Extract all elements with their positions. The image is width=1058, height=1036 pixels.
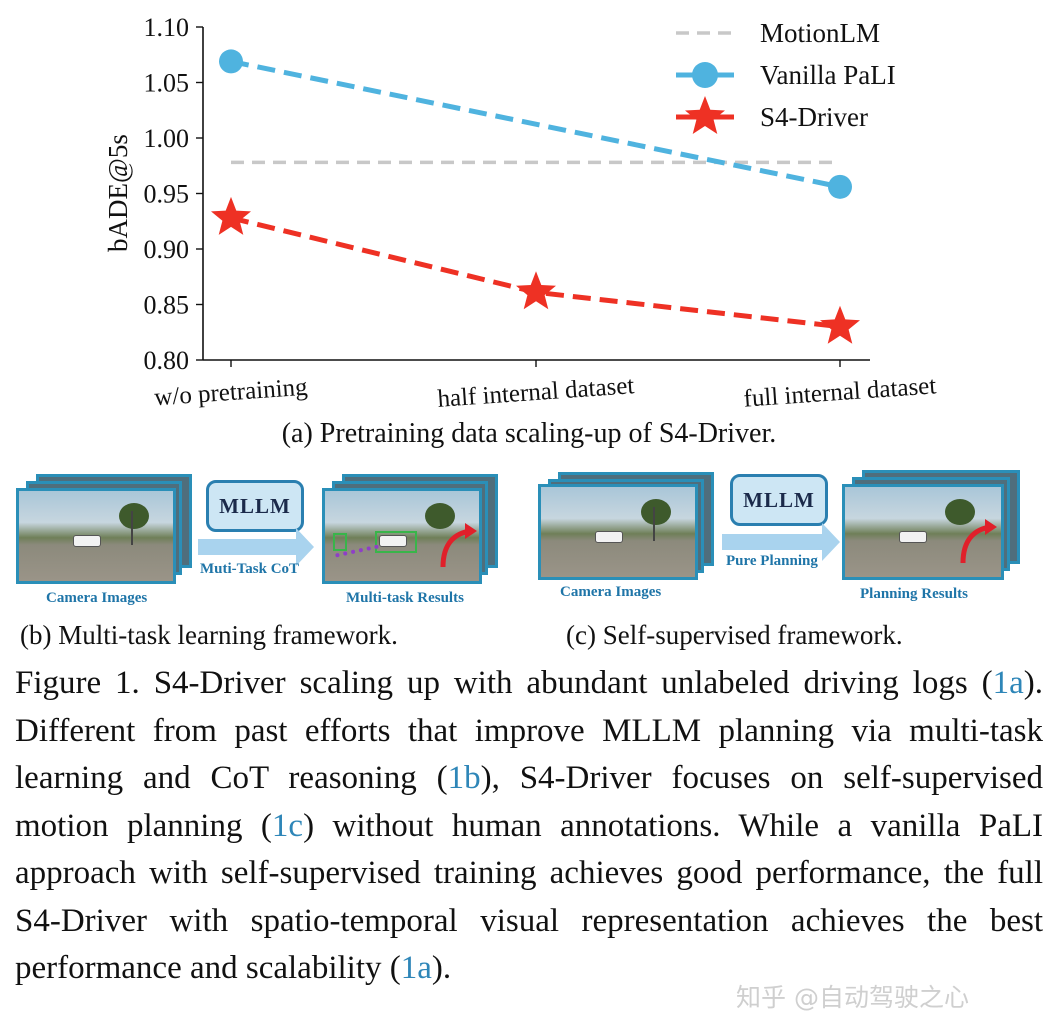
series-line: [230, 58, 841, 190]
figure-reference-link[interactable]: 1b: [447, 760, 481, 796]
detection-box: [375, 531, 417, 553]
scene-pole: [131, 511, 133, 545]
red-curved-arrow: [440, 523, 477, 568]
detection-box: [333, 533, 347, 551]
result-image: [322, 488, 482, 584]
scene-tree: [119, 503, 149, 529]
figure-reference-link[interactable]: 1a: [992, 665, 1024, 701]
data-point-star: [820, 305, 860, 344]
arrow: [722, 523, 840, 561]
panel-b-diagram: MLLM Muti-Task CoT Camera Images Multi-t…: [0, 466, 520, 616]
legend-label: Vanilla PaLI: [760, 60, 896, 90]
scene-pole: [653, 507, 655, 541]
caption-c: (c) Self-supervised framework.: [566, 620, 903, 650]
y-tick-label: 0.90: [144, 235, 190, 264]
y-tick-label: 0.85: [144, 291, 190, 320]
x-tick-label: full internal dataset: [743, 372, 937, 412]
legend-label: S4-Driver: [760, 102, 868, 132]
result-image: [842, 484, 1004, 580]
series-s4-driver: [211, 196, 860, 344]
figure-caption: Figure 1. S4-Driver scaling up with abun…: [15, 660, 1043, 993]
legend-swatch-star: [685, 96, 725, 134]
scene-tree: [425, 503, 455, 529]
caption-text: ) without human annotations. While a van…: [15, 807, 1043, 987]
scene-tree: [945, 499, 975, 525]
scene-car: [379, 535, 407, 547]
input-label: Camera Images: [560, 584, 662, 600]
legend-swatch-circle: [692, 62, 718, 88]
data-point-star: [211, 196, 251, 235]
scene-tree: [641, 499, 671, 525]
camera-image: [16, 488, 176, 584]
data-point-circle: [219, 49, 243, 74]
watermark: 知乎 @自动驾驶之心: [736, 983, 969, 1012]
input-label: Camera Images: [46, 590, 148, 606]
series-vanilla-pali: [219, 49, 852, 199]
caption-text: ). Different from past efforts that impr…: [15, 665, 1043, 796]
y-axis-label: bADE@5s: [103, 134, 133, 252]
scaling-line-chart: 0.80 0.85 0.90 0.95 1.00 1.05 1.10 w/o pretrai…: [103, 13, 937, 413]
caption-text: ), S4-Driver focuses on self-supervised …: [15, 760, 1044, 844]
series-line: [230, 215, 841, 330]
legend-label: MotionLM: [760, 18, 880, 48]
y-tick-label: 1.00: [144, 124, 190, 153]
figure-reference-link[interactable]: 1c: [271, 807, 304, 844]
caption-b: (b) Multi-task learning framework.: [20, 620, 398, 650]
chart-legend: MotionLM Vanilla PaLI S4-Driver: [676, 18, 896, 134]
camera-image: [538, 484, 698, 580]
scene-car: [595, 531, 623, 543]
arrow-label: Pure Planning: [726, 553, 818, 569]
caption-text: ).: [431, 950, 452, 986]
arrow-label: Muti-Task CoT: [200, 561, 300, 577]
caption-text: Figure 1. S4-Driver scaling up with abun…: [15, 665, 993, 701]
caption-a: (a) Pretraining data scaling-up of S4-Dr…: [281, 418, 777, 449]
scene-car: [899, 531, 927, 543]
y-tick-label: 1.10: [144, 13, 190, 42]
y-tick-label: 0.95: [144, 180, 190, 209]
red-curved-arrow: [960, 519, 997, 564]
panel-c-diagram: MLLM Pure Planning Camera Images Plannin…: [530, 466, 1058, 616]
figure-reference-link[interactable]: 1a: [400, 950, 432, 986]
x-tick-label: half internal dataset: [437, 372, 636, 413]
output-label: Multi-task Results: [346, 590, 464, 606]
mllm-box: MLLM: [206, 480, 304, 532]
x-tick-label: w/o pretraining: [153, 374, 308, 412]
mllm-box: MLLM: [730, 474, 828, 526]
data-point-circle: [828, 174, 852, 199]
arrow: [198, 528, 314, 566]
y-tick-label: 0.80: [144, 346, 190, 375]
data-point-star: [516, 271, 556, 310]
output-label: Planning Results: [860, 586, 968, 602]
y-tick-label: 1.05: [144, 69, 190, 98]
scene-car: [73, 535, 101, 547]
